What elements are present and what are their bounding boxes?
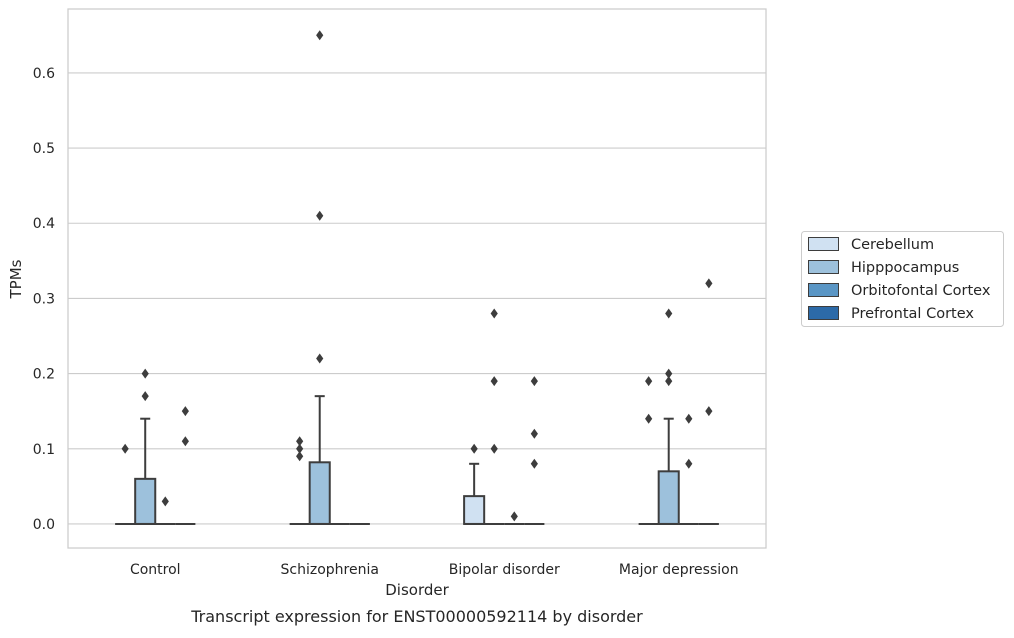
outlier-point [121, 443, 129, 454]
x-tick-labels: Control Schizophrenia Bipolar disorder Majo… [130, 562, 739, 578]
outlier-point [141, 368, 149, 379]
legend-label: Cerebellum [851, 237, 934, 253]
outlier-point [296, 436, 304, 447]
outlier-point [645, 413, 653, 424]
outlier-point [530, 376, 538, 387]
outlier-point [141, 391, 149, 402]
box-body [308, 461, 331, 525]
outlier-point [530, 428, 538, 439]
box-1-3 [657, 417, 680, 525]
x-tick-label: Schizophrenia [281, 562, 379, 578]
box-body [134, 477, 157, 525]
y-tick-labels: 0.0 0.1 0.2 0.3 0.4 0.5 0.6 [33, 66, 55, 533]
y-tick-label: 0.6 [33, 66, 55, 82]
y-tick-label: 0.3 [33, 291, 55, 307]
legend: Cerebellum Hipppocampus Orbitofontal Corte… [801, 231, 1004, 327]
outlier-point [490, 376, 498, 387]
grid-layer [68, 72, 766, 525]
outlier-point [510, 511, 518, 522]
y-tick-label: 0.0 [33, 517, 55, 533]
outlier-point [316, 210, 324, 221]
outlier-point [705, 278, 713, 289]
box-1-0 [134, 417, 157, 525]
outliers-layer [121, 30, 713, 522]
box-1-1 [308, 395, 331, 525]
legend-swatch [808, 283, 839, 297]
x-tick-label: Control [130, 562, 181, 578]
outlier-point [161, 496, 169, 507]
outlier-point [530, 458, 538, 469]
outlier-point [181, 436, 189, 447]
outlier-point [705, 406, 713, 417]
y-axis-label: TPMs [7, 259, 25, 299]
outlier-point [181, 406, 189, 417]
outlier-point [685, 413, 693, 424]
box-0-2 [463, 462, 486, 525]
outlier-point [316, 353, 324, 364]
y-tick-label: 0.1 [33, 442, 55, 458]
outlier-point [490, 443, 498, 454]
outlier-point [470, 443, 478, 454]
boxes-layer [115, 395, 719, 525]
x-axis-label: Disorder [385, 581, 449, 599]
legend-swatch [808, 237, 839, 251]
box-body [657, 470, 680, 525]
outlier-point [665, 368, 673, 379]
outlier-point [685, 458, 693, 469]
x-tick-label: Bipolar disorder [449, 562, 560, 578]
outlier-point [490, 308, 498, 319]
y-tick-label: 0.4 [33, 216, 55, 232]
legend-label: Hipppocampus [851, 260, 959, 276]
chart-caption: Transcript expression for ENST0000059211… [190, 607, 643, 626]
legend-items: Cerebellum Hipppocampus Orbitofontal Corte… [808, 237, 991, 322]
legend-swatch [808, 306, 839, 320]
legend-label: Orbitofontal Cortex [851, 283, 991, 299]
outlier-point [665, 308, 673, 319]
box-body [463, 495, 486, 525]
outlier-point [645, 376, 653, 387]
legend-label: Prefrontal Cortex [851, 306, 974, 322]
y-tick-label: 0.5 [33, 141, 55, 157]
legend-frame [801, 231, 1004, 327]
plot-frame [67, 8, 767, 549]
outlier-point [296, 443, 304, 454]
legend-swatch [808, 260, 839, 274]
outlier-point [665, 376, 673, 387]
outlier-point [296, 451, 304, 462]
y-tick-label: 0.2 [33, 367, 55, 383]
outlier-point [316, 30, 324, 41]
x-tick-label: Major depression [619, 562, 739, 578]
